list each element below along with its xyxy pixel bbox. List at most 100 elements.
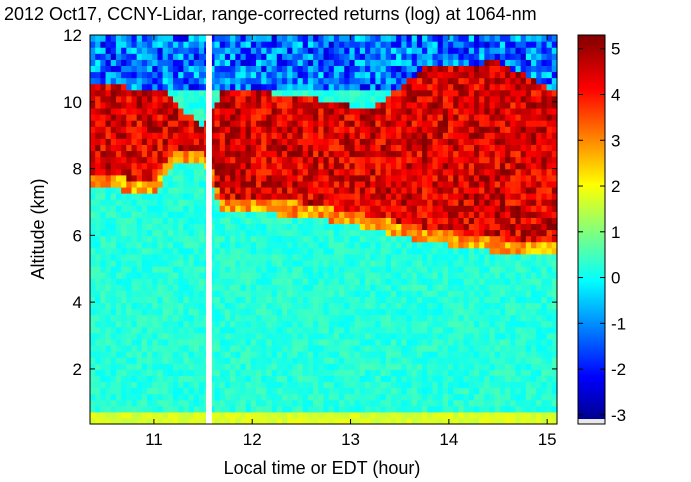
heatmap-cell <box>307 89 314 97</box>
heatmap-cell <box>250 265 257 273</box>
heatmap-cell <box>473 272 480 279</box>
heatmap-cell <box>442 344 449 352</box>
heatmap-cell <box>453 65 460 73</box>
heatmap-cell <box>136 332 143 340</box>
heatmap-cell <box>178 223 184 231</box>
heatmap-cell <box>318 193 325 200</box>
heatmap-cell <box>302 241 309 249</box>
heatmap-cell <box>339 235 345 243</box>
heatmap-cell <box>448 83 454 91</box>
heatmap-cell <box>230 114 236 121</box>
heatmap-cell <box>463 308 470 316</box>
heatmap-cell <box>453 308 460 316</box>
heatmap-cell <box>453 126 460 133</box>
heatmap-cell <box>100 150 107 158</box>
heatmap-cell <box>365 211 371 218</box>
heatmap-cell <box>411 375 418 383</box>
heatmap-cell <box>198 351 205 358</box>
heatmap-cell <box>131 65 138 73</box>
heatmap-cell <box>167 296 174 304</box>
heatmap-cell <box>245 417 252 425</box>
heatmap-cell <box>422 247 428 255</box>
heatmap-cell <box>484 290 491 297</box>
heatmap-cell <box>396 296 402 304</box>
heatmap-cell <box>95 77 101 85</box>
heatmap-cell <box>121 174 127 182</box>
heatmap-cell <box>385 272 392 279</box>
heatmap-cell <box>432 320 439 328</box>
heatmap-cell <box>173 235 179 243</box>
heatmap-cell <box>131 357 138 364</box>
heatmap-cell <box>385 235 392 243</box>
heatmap-cell <box>224 375 231 383</box>
heatmap-cell <box>370 265 376 273</box>
heatmap-cell <box>448 284 454 291</box>
heatmap-cell <box>230 375 236 383</box>
heatmap-cell <box>178 120 184 127</box>
heatmap-cell <box>473 205 480 212</box>
heatmap-cell <box>323 223 330 231</box>
heatmap-cell <box>157 199 164 206</box>
heatmap-cell <box>422 272 428 279</box>
heatmap-cell <box>344 205 351 212</box>
heatmap-cell <box>245 211 252 218</box>
heatmap-cell <box>152 351 159 358</box>
heatmap-cell <box>313 186 319 194</box>
heatmap-cell <box>328 65 335 73</box>
heatmap-cell <box>385 351 392 358</box>
heatmap-cell <box>198 101 205 109</box>
heatmap-cell <box>349 77 356 85</box>
heatmap-cell <box>302 253 309 261</box>
heatmap-cell <box>261 59 268 66</box>
heatmap-cell <box>307 351 314 358</box>
heatmap-cell <box>489 162 496 170</box>
heatmap-cell <box>349 363 356 370</box>
heatmap-cell <box>115 253 122 261</box>
heatmap-cell <box>307 284 314 291</box>
heatmap-cell <box>235 211 242 218</box>
heatmap-cell <box>484 193 491 200</box>
heatmap-cell <box>126 411 133 419</box>
heatmap-cell <box>489 235 496 243</box>
heatmap-cell <box>307 247 314 255</box>
heatmap-cell <box>349 357 356 364</box>
heatmap-cell <box>281 314 288 322</box>
heatmap-cell <box>193 284 200 291</box>
heatmap-cell <box>167 393 174 401</box>
heatmap-cell <box>162 259 169 267</box>
heatmap-cell <box>354 211 361 218</box>
heatmap-cell <box>214 53 221 60</box>
heatmap-cell <box>479 363 485 370</box>
heatmap-cell <box>370 53 376 60</box>
heatmap-cell <box>224 265 231 273</box>
heatmap-cell <box>448 393 454 401</box>
heatmap-cell <box>105 53 112 60</box>
heatmap-cell <box>432 393 439 401</box>
heatmap-cell <box>188 326 195 334</box>
heatmap-cell <box>463 272 470 279</box>
heatmap-cell <box>339 83 345 91</box>
heatmap-cell <box>458 120 465 127</box>
heatmap-cell <box>365 83 371 91</box>
heatmap-cell <box>448 156 454 164</box>
heatmap-cell <box>90 83 96 91</box>
heatmap-cell <box>390 326 397 334</box>
heatmap-cell <box>250 332 257 340</box>
heatmap-cell <box>437 381 444 389</box>
heatmap-cell <box>489 205 496 212</box>
heatmap-cell <box>209 326 216 334</box>
heatmap-cell <box>333 369 340 376</box>
heatmap-cell <box>292 411 299 419</box>
heatmap-cell <box>240 107 247 115</box>
heatmap-cell <box>105 89 112 97</box>
heatmap-cell <box>256 35 262 42</box>
heatmap-cell <box>385 180 392 188</box>
heatmap-cell <box>292 77 299 85</box>
heatmap-cell <box>136 211 143 218</box>
heatmap-cell <box>292 357 299 364</box>
heatmap-cell <box>328 253 335 261</box>
heatmap-cell <box>141 150 148 158</box>
heatmap-cell <box>339 144 345 152</box>
heatmap-cell <box>406 393 413 401</box>
heatmap-cell <box>105 332 112 340</box>
